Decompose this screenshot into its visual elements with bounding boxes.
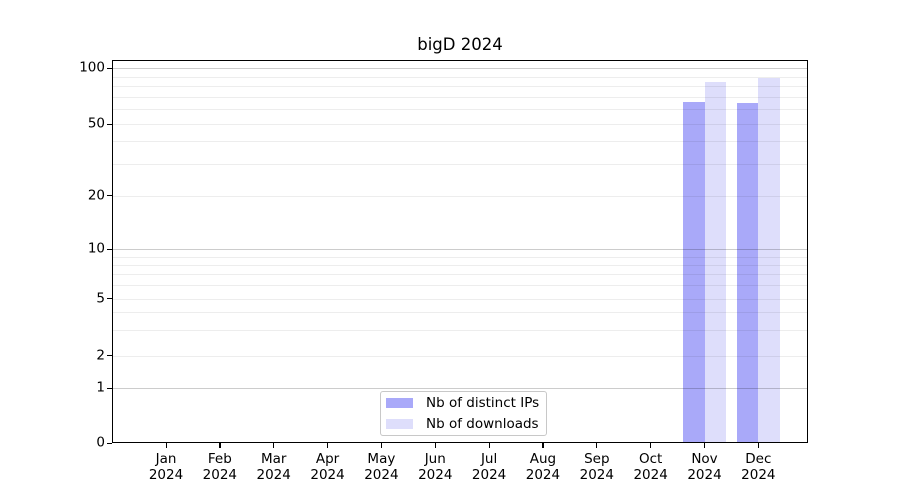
x-tick-label: Apr 2024: [310, 451, 344, 483]
plot-border: [112, 60, 808, 443]
x-tick-mark: [596, 443, 598, 448]
x-tick-month: Nov: [691, 451, 718, 467]
x-tick-mark: [165, 443, 167, 448]
x-tick-year: 2024: [741, 467, 776, 483]
x-tick-mark: [219, 443, 221, 448]
x-tick-month: Sep: [584, 451, 610, 467]
y-tick-label: 10: [87, 240, 105, 257]
minor-gridline: [113, 86, 807, 88]
y-tick-label: 0: [96, 434, 105, 451]
x-tick-month: Feb: [207, 451, 232, 467]
legend-item: Nb of downloads: [386, 416, 546, 432]
x-tick-month: Oct: [638, 451, 663, 467]
x-tick-year: 2024: [202, 467, 238, 483]
y-tick-mark: [107, 355, 112, 357]
x-tick-mark: [273, 443, 275, 448]
x-tick-year: 2024: [525, 467, 561, 483]
y-tick-label: 5: [96, 289, 105, 306]
x-tick-year: 2024: [310, 467, 345, 483]
major-gridline: [113, 388, 807, 389]
minor-gridline: [113, 256, 807, 258]
chart-title: bigD 2024: [417, 35, 503, 54]
x-tick-month: Apr: [315, 451, 340, 467]
minor-gridline: [113, 312, 807, 314]
x-tick-year: 2024: [633, 467, 668, 483]
minor-gridline: [113, 109, 807, 111]
y-tick-label: 2: [96, 346, 105, 363]
x-tick-mark: [757, 443, 760, 448]
x-tick-label: Aug 2024: [526, 451, 560, 483]
minor-gridline: [113, 330, 807, 332]
x-tick-label: Sep 2024: [580, 451, 614, 483]
x-tick-year: 2024: [579, 467, 614, 483]
minor-gridline: [113, 285, 807, 287]
minor-gridline: [113, 76, 807, 78]
x-tick-mark: [650, 443, 652, 448]
minor-gridline: [113, 274, 807, 276]
y-tick-label: 20: [87, 186, 105, 203]
y-tick-mark: [107, 248, 112, 250]
major-gridline: [113, 68, 807, 69]
x-tick-label: Jun 2024: [418, 451, 452, 483]
x-tick-month: Jun: [424, 451, 446, 467]
bar-downloads-dec: [758, 78, 780, 442]
x-tick-mark: [704, 443, 706, 448]
x-tick-month: Mar: [260, 451, 287, 467]
x-tick-label: Feb 2024: [203, 451, 237, 483]
x-tick-mark: [380, 443, 383, 448]
legend-item: Nb of distinct IPs: [386, 395, 546, 411]
x-tick-year: 2024: [687, 467, 722, 483]
bar-downloads-nov: [704, 82, 726, 442]
x-tick-month: Aug: [529, 451, 557, 467]
x-tick-month: May: [367, 451, 396, 467]
x-tick-label: May 2024: [364, 451, 398, 483]
x-tick-year: 2024: [471, 467, 507, 483]
bar-distinct-ips-nov: [683, 101, 705, 442]
x-tick-label: Nov 2024: [687, 451, 721, 483]
x-tick-mark: [542, 443, 544, 448]
legend-label: Nb of distinct IPs: [426, 395, 540, 412]
legend: Nb of distinct IPs Nb of downloads: [380, 391, 547, 436]
legend-label: Nb of downloads: [426, 415, 539, 432]
x-tick-year: 2024: [256, 467, 291, 483]
x-tick-month: Jan: [155, 451, 177, 467]
y-tick-label: 100: [79, 59, 105, 76]
minor-gridline: [113, 96, 807, 98]
y-tick-mark: [107, 67, 112, 69]
x-tick-mark: [488, 443, 490, 448]
x-tick-year: 2024: [418, 467, 453, 483]
x-tick-label: Oct 2024: [633, 451, 667, 483]
minor-gridline: [113, 141, 807, 143]
x-tick-label: Mar 2024: [257, 451, 291, 483]
x-tick-mark: [327, 443, 329, 448]
x-tick-year: 2024: [364, 467, 399, 483]
legend-swatch-downloads: [386, 418, 413, 429]
major-gridline: [113, 249, 807, 250]
minor-gridline: [113, 264, 807, 266]
x-tick-mark: [434, 443, 436, 448]
minor-gridline: [113, 124, 807, 125]
minor-gridline: [113, 163, 807, 165]
y-tick-label: 1: [96, 379, 105, 396]
y-tick-label: 50: [87, 115, 105, 132]
x-tick-label: Jan 2024: [149, 451, 183, 483]
minor-gridline: [113, 298, 807, 300]
y-tick-mark: [107, 298, 112, 300]
x-tick-label: Jul 2024: [472, 451, 506, 483]
y-tick-mark: [107, 123, 112, 125]
y-tick-mark: [107, 442, 112, 444]
y-tick-mark: [107, 195, 112, 197]
x-tick-label: Dec 2024: [741, 451, 775, 483]
minor-gridline: [113, 195, 807, 197]
x-tick-month: Jul: [480, 451, 498, 467]
legend-swatch-distinct-ips: [386, 398, 413, 409]
x-tick-year: 2024: [148, 467, 184, 483]
bar-distinct-ips-dec: [736, 102, 759, 442]
y-tick-mark: [107, 387, 112, 389]
minor-gridline: [113, 355, 807, 357]
x-tick-month: Dec: [745, 451, 772, 467]
